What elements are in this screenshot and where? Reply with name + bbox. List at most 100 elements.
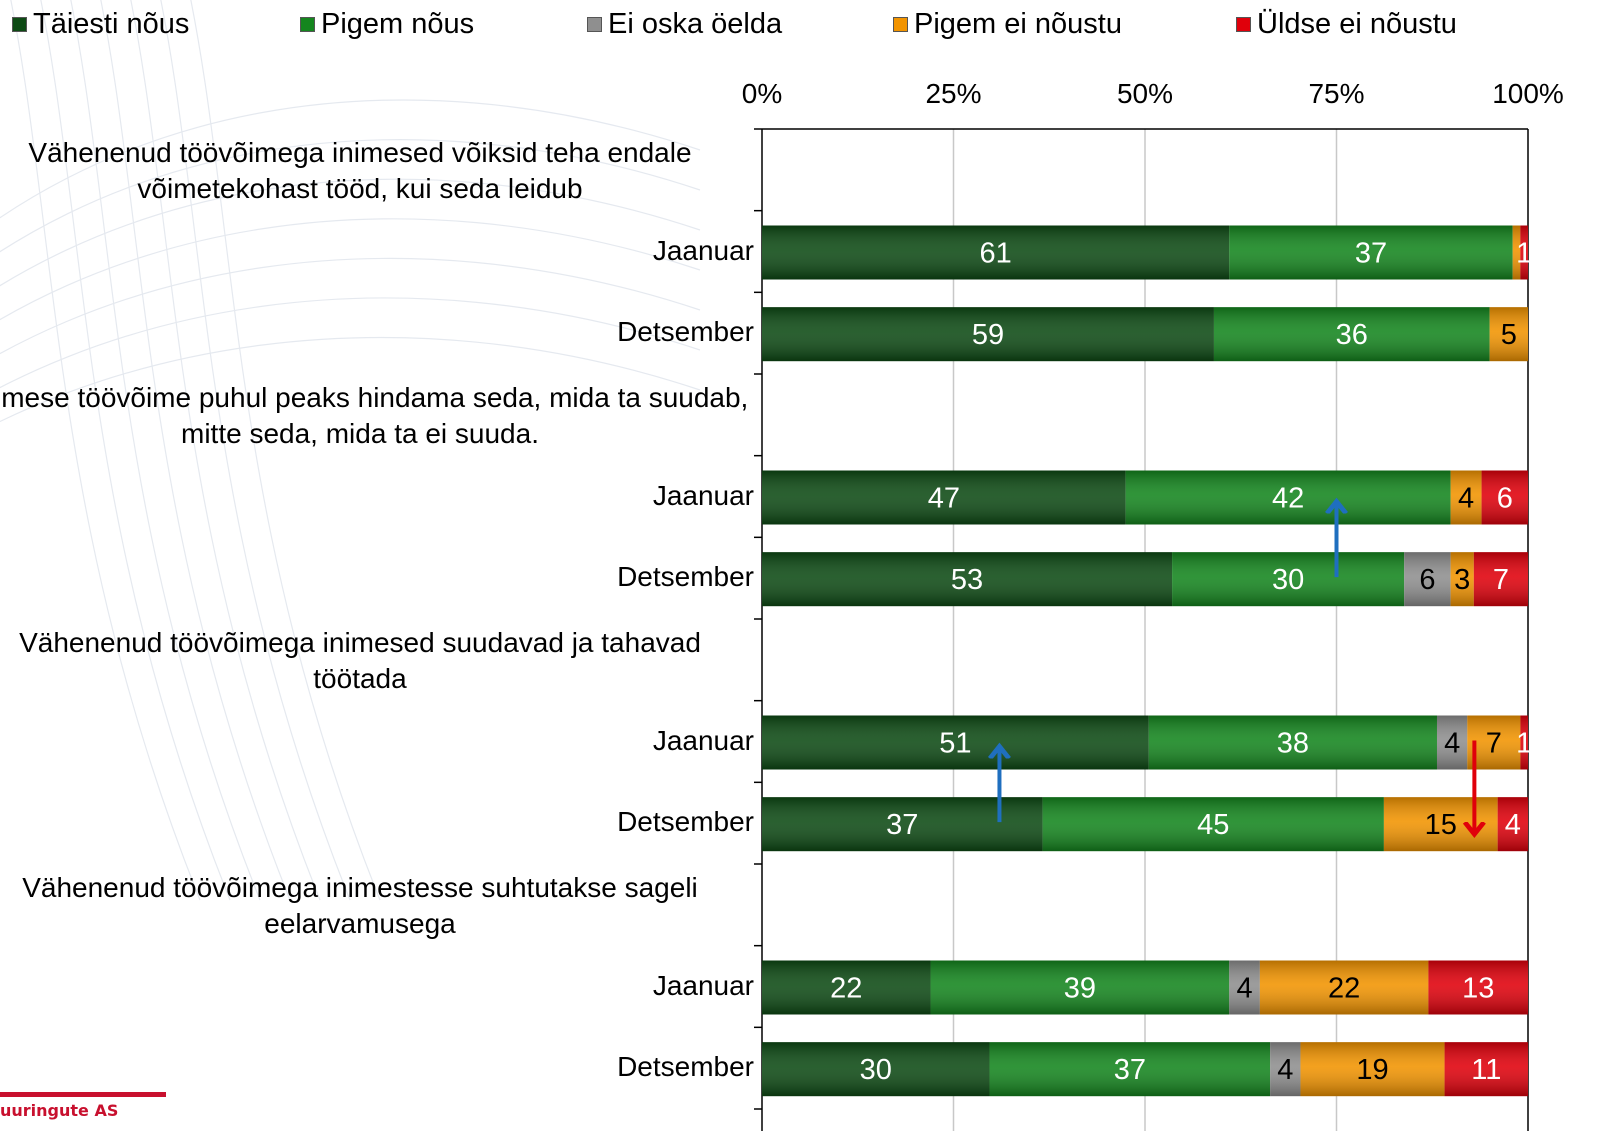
bar-shading — [762, 552, 1173, 607]
data-label: 4 — [1444, 728, 1460, 760]
question-label: Vähenenud töövõimega inimestesse suhtuta… — [22, 872, 698, 939]
background-swirl — [0, 0, 701, 901]
data-label: 22 — [1328, 973, 1360, 1005]
bar-shading — [762, 960, 931, 1015]
data-label: 36 — [1336, 319, 1368, 351]
bar-shading — [1520, 225, 1528, 280]
data-label: 19 — [1356, 1054, 1388, 1086]
bar-shading — [1520, 715, 1528, 770]
data-label: 6 — [1419, 564, 1435, 596]
row-label: Jaanuar — [652, 479, 754, 511]
data-label: 47 — [928, 483, 960, 515]
bar-shading — [1436, 715, 1468, 770]
x-tick-label: 25% — [925, 78, 982, 109]
legend-item: Täiesti nõus — [12, 4, 189, 44]
bar-shading — [762, 470, 1126, 525]
row-label: Jaanuar — [652, 234, 754, 266]
legend-swatch — [1236, 16, 1251, 32]
bar-shading — [1229, 225, 1513, 280]
question-label: Vähenenud töövõimega inimesed suudavad j… — [19, 627, 701, 694]
row-label: Detsember — [617, 1051, 754, 1083]
bar-shading — [1428, 960, 1528, 1015]
row-label: Jaanuar — [652, 969, 754, 1001]
legend-item: Pigem nõus — [300, 4, 474, 44]
data-label: 61 — [979, 238, 1011, 270]
bar-shading — [1473, 552, 1528, 607]
data-label: 38 — [1277, 728, 1309, 760]
data-label: 37 — [1114, 1054, 1146, 1086]
bar-shading — [762, 1042, 990, 1097]
bar-shading — [762, 225, 1230, 280]
data-label: 7 — [1493, 564, 1509, 596]
bar-shading — [1125, 470, 1451, 525]
bar-shading — [1172, 552, 1405, 607]
bar-shading — [1512, 225, 1521, 280]
legend-item: Pigem ei nõustu — [893, 4, 1122, 44]
data-label: 30 — [860, 1054, 892, 1086]
bar-shading — [1259, 960, 1429, 1015]
bar-shading — [1213, 307, 1490, 362]
row-label: Jaanuar — [652, 724, 754, 756]
legend-item: Ei oska öelda — [587, 4, 782, 44]
data-label: 37 — [1355, 238, 1387, 270]
legend-label: Ei oska öelda — [608, 7, 783, 40]
logo-text: uuringute AS — [0, 1101, 119, 1120]
data-label: 39 — [1064, 973, 1096, 1005]
question-label: Inimese töövõime puhul peaks hindama sed… — [0, 382, 749, 449]
data-label: 51 — [939, 728, 971, 760]
data-label: 37 — [886, 809, 918, 841]
data-label: 11 — [1471, 1054, 1501, 1086]
data-label: 45 — [1197, 809, 1229, 841]
data-label: 4 — [1237, 973, 1253, 1005]
legend-swatch — [893, 16, 908, 32]
data-label: 4 — [1277, 1054, 1293, 1086]
data-label: 30 — [1272, 564, 1304, 596]
bar-shading — [762, 797, 1043, 852]
data-label: 3 — [1454, 564, 1470, 596]
data-label: 15 — [1425, 809, 1457, 841]
data-label: 4 — [1505, 809, 1521, 841]
bar-shading — [762, 715, 1149, 770]
logo-bar — [0, 1092, 166, 1097]
bar-shading — [1270, 1042, 1301, 1097]
legend-label: Üldse ei nõustu — [1257, 7, 1457, 40]
bar-shading — [1300, 1042, 1445, 1097]
row-label: Detsember — [617, 316, 754, 348]
legend-label: Täiesti nõus — [33, 7, 190, 40]
legend-label: Pigem ei nõustu — [914, 7, 1122, 40]
legend-swatch — [300, 16, 315, 32]
legend-swatch — [12, 16, 27, 32]
bar-shading — [1481, 470, 1528, 525]
x-tick-label: 50% — [1116, 78, 1174, 109]
x-tick-label: 100% — [1492, 78, 1564, 109]
data-label: 1 — [1516, 728, 1532, 760]
data-label: 5 — [1501, 319, 1517, 351]
row-label: Detsember — [617, 561, 754, 593]
bar-shading — [1444, 1042, 1528, 1097]
bar-shading — [989, 1042, 1271, 1097]
bar-shading — [1148, 715, 1437, 770]
x-tick-label: 75% — [1308, 78, 1365, 109]
bar-shading — [930, 960, 1230, 1015]
bar-shading — [762, 307, 1214, 362]
bar-shading — [1450, 552, 1474, 607]
data-label: 6 — [1497, 483, 1513, 515]
legend-item: Üldse ei nõustu — [1236, 4, 1457, 44]
company-logo: uuringute AS — [0, 1092, 166, 1131]
data-label: 1 — [1516, 238, 1532, 270]
bar-shading — [1489, 307, 1528, 362]
legend-label: Pigem nõus — [321, 7, 475, 40]
bar-shading — [1404, 552, 1451, 607]
bar-shading — [1497, 797, 1528, 852]
data-label: 7 — [1486, 728, 1502, 760]
bar-shading — [1229, 960, 1260, 1015]
data-label: 42 — [1272, 483, 1304, 515]
question-label: Vähenenud töövõimega inimesed võiksid te… — [28, 137, 692, 204]
data-label: 13 — [1462, 973, 1494, 1005]
legend-swatch — [587, 16, 602, 32]
bar-shading — [1450, 470, 1482, 525]
bar-shading — [1042, 797, 1384, 852]
data-label: 59 — [972, 319, 1004, 351]
x-tick-label: 0% — [741, 78, 783, 109]
